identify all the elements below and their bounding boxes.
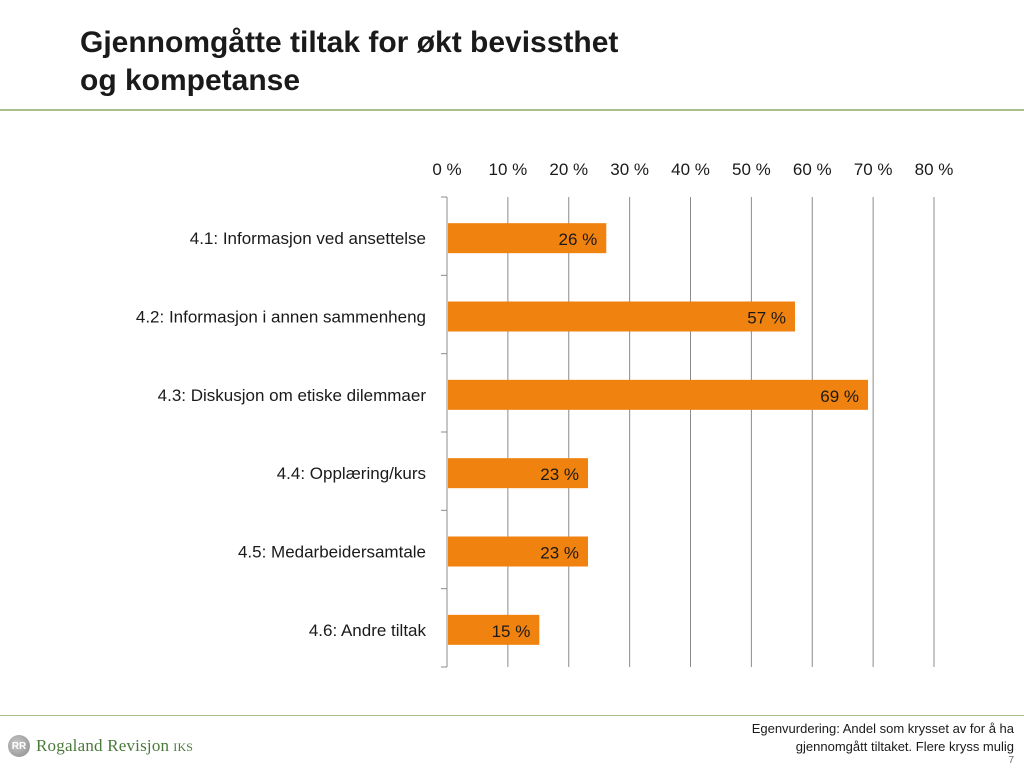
x-tick-label: 60 % bbox=[793, 160, 832, 179]
bar bbox=[448, 614, 540, 645]
footnote-line-2: gjennomgått tiltaket. Flere kryss mulig bbox=[795, 739, 1014, 754]
bar-chart: 0 % 10 % 20 % 30 % 40 % 50 % 60 % 70 % 80 % 4.1: … bbox=[136, 160, 954, 668]
footnote-line-1: Egenvurdering: Andel som krysset av for … bbox=[751, 721, 1014, 736]
logo-suffix: IKS bbox=[173, 740, 194, 754]
data-label: 57 % bbox=[747, 309, 786, 328]
bar bbox=[448, 379, 869, 410]
x-tick-label: 80 % bbox=[915, 160, 954, 179]
footer-divider bbox=[0, 715, 1024, 716]
category-label: 4.4: Opplæring/kurs bbox=[277, 464, 426, 483]
bar bbox=[448, 536, 589, 567]
x-tick-label: 30 % bbox=[610, 160, 649, 179]
logo-mark-icon: RR bbox=[8, 735, 30, 757]
category-label: 4.5: Medarbeidersamtale bbox=[238, 543, 426, 562]
x-tick-label: 10 % bbox=[489, 160, 528, 179]
data-label: 23 % bbox=[540, 465, 579, 484]
category-label: 4.2: Informasjon i annen sammenheng bbox=[136, 308, 426, 327]
footnote: Egenvurdering: Andel som krysset av for … bbox=[684, 720, 1014, 756]
slide-title-line-2: og kompetanse bbox=[80, 64, 301, 97]
page-number: 7 bbox=[1008, 755, 1014, 766]
x-tick-label: 70 % bbox=[854, 160, 893, 179]
logo-text: Rogaland Revisjon IKS bbox=[36, 736, 193, 756]
category-label: 4.6: Andre tiltak bbox=[309, 621, 427, 640]
slide-title: Gjennomgåtte tiltak for økt bevissthet o… bbox=[80, 24, 618, 100]
x-tick-label: 50 % bbox=[732, 160, 771, 179]
data-label: 69 % bbox=[820, 387, 859, 406]
category-label: 4.3: Diskusjon om etiske dilemmaer bbox=[158, 386, 427, 405]
logo-name: Rogaland Revisjon bbox=[36, 736, 170, 755]
bar bbox=[448, 458, 589, 489]
x-tick-label: 20 % bbox=[549, 160, 588, 179]
data-label: 23 % bbox=[540, 544, 579, 563]
x-tick-label: 40 % bbox=[671, 160, 710, 179]
company-logo: RR Rogaland Revisjon IKS bbox=[8, 730, 193, 762]
data-label: 26 % bbox=[559, 230, 598, 249]
data-label: 15 % bbox=[492, 622, 531, 641]
category-label: 4.1: Informasjon ved ansettelse bbox=[190, 229, 426, 248]
bar bbox=[448, 223, 607, 254]
slide-title-line-1: Gjennomgåtte tiltak for økt bevissthet bbox=[80, 26, 619, 59]
x-tick-label: 0 % bbox=[432, 160, 461, 179]
header-divider bbox=[0, 109, 1024, 111]
bar bbox=[448, 301, 795, 332]
